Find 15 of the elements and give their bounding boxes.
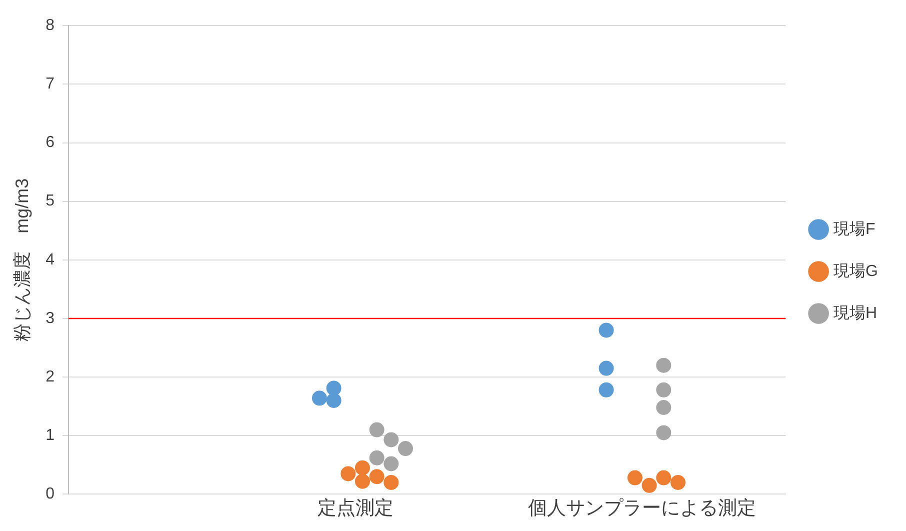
x-tick-label: 個人サンプラーによる測定 [528, 496, 756, 519]
y-tick-label: 1 [46, 427, 55, 444]
y-tick-label: 7 [46, 76, 55, 93]
y-tick-label: 8 [46, 17, 55, 34]
legend-label: 現場F [834, 220, 876, 238]
y-tick-label: 6 [46, 134, 55, 152]
y-axis-title: 粉じん濃度 mg/m3 [12, 178, 32, 342]
legend-label: 現場H [834, 304, 878, 322]
y-tick-label: 5 [46, 192, 55, 210]
y-tick-label: 3 [46, 310, 55, 327]
y-tick-label: 0 [46, 486, 55, 503]
y-tick-label: 4 [46, 251, 55, 268]
legend-label: 現場G [834, 262, 878, 280]
x-tick-label: 定点測定 [317, 496, 394, 519]
y-tick-label: 2 [46, 368, 55, 386]
